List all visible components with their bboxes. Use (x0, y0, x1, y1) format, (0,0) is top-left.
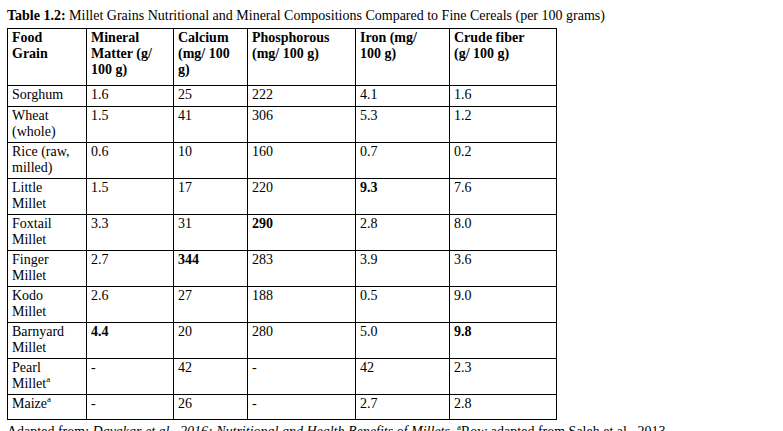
cell-mineral-matter: - (87, 395, 174, 420)
table-caption: Table 1.2: Millet Grains Nutritional and… (7, 7, 783, 24)
cell-iron: 9.3 (356, 179, 450, 215)
column-header-iron: Iron (mg/ 100 g) (356, 29, 450, 86)
source-note-prefix: Adapted from: (7, 424, 93, 431)
table-row-barnyard-millet: Barnyard Millet 4.4 20 280 5.0 9.8 (8, 323, 557, 359)
cell-crude-fiber: 2.3 (450, 359, 557, 395)
cell-mineral-matter: 2.6 (87, 287, 174, 323)
cell-food-grain: Barnyard Millet (8, 323, 87, 359)
cell-calcium: 17 (174, 179, 248, 215)
cell-iron: 3.9 (356, 251, 450, 287)
table-row-kodo-millet: Kodo Millet 2.6 27 188 0.5 9.0 (8, 287, 557, 323)
footnote-word: Row (461, 424, 487, 431)
cell-food-grain: Foxtail Millet (8, 215, 87, 251)
cell-mineral-matter: 1.5 (87, 179, 174, 215)
column-header-calcium: Calcium (mg/ 100 g) (174, 29, 248, 86)
cell-iron: 2.8 (356, 215, 450, 251)
cell-crude-fiber: 1.6 (450, 86, 557, 107)
cell-mineral-matter: - (87, 359, 174, 395)
cell-phosphorous: 222 (248, 86, 356, 107)
cell-calcium: 31 (174, 215, 248, 251)
cell-phosphorous: 290 (248, 215, 356, 251)
food-grain-text: Maize (12, 396, 47, 411)
source-note-rest: adapted from Saleh et al., 2013 (487, 424, 665, 431)
source-note: Adapted from: Dayakar et al., 2016: Nutr… (7, 423, 783, 431)
cell-crude-fiber: 3.6 (450, 251, 557, 287)
table-row-foxtail-millet: Foxtail Millet 3.3 31 290 2.8 8.0 (8, 215, 557, 251)
cell-iron: 2.7 (356, 395, 450, 420)
cell-iron: 5.0 (356, 323, 450, 359)
cell-calcium: 344 (174, 251, 248, 287)
cell-iron: 0.7 (356, 143, 450, 179)
cell-food-grain: Sorghum (8, 86, 87, 107)
cell-crude-fiber: 0.2 (450, 143, 557, 179)
table-row-pearl-millet: Pearl Milleta - 42 - 42 2.3 (8, 359, 557, 395)
cell-crude-fiber: 9.0 (450, 287, 557, 323)
cell-iron: 42 (356, 359, 450, 395)
cell-calcium: 42 (174, 359, 248, 395)
cell-phosphorous: 306 (248, 107, 356, 143)
cell-mineral-matter: 3.3 (87, 215, 174, 251)
column-header-crude-fiber: Crude fiber (g/ 100 g) (450, 29, 557, 86)
cell-calcium: 41 (174, 107, 248, 143)
footnote-marker: a (47, 395, 51, 405)
cell-food-grain: Wheat (whole) (8, 107, 87, 143)
cell-calcium: 27 (174, 287, 248, 323)
cell-phosphorous: 188 (248, 287, 356, 323)
cell-mineral-matter: 1.5 (87, 107, 174, 143)
footnote-marker: a (46, 374, 50, 384)
cell-crude-fiber: 8.0 (450, 215, 557, 251)
cell-calcium: 10 (174, 143, 248, 179)
table-row-sorghum: Sorghum 1.6 25 222 4.1 1.6 (8, 86, 557, 107)
table-caption-title: Millet Grains Nutritional and Mineral Co… (66, 8, 605, 23)
cell-food-grain: Maizea (8, 395, 87, 420)
cell-calcium: 25 (174, 86, 248, 107)
table-row-wheat: Wheat (whole) 1.5 41 306 5.3 1.2 (8, 107, 557, 143)
cell-phosphorous: 220 (248, 179, 356, 215)
cell-iron: 4.1 (356, 86, 450, 107)
cell-crude-fiber: 2.8 (450, 395, 557, 420)
cell-food-grain: Pearl Milleta (8, 359, 87, 395)
cell-mineral-matter: 4.4 (87, 323, 174, 359)
cell-food-grain: Little Millet (8, 179, 87, 215)
table-row-little-millet: Little Millet 1.5 17 220 9.3 7.6 (8, 179, 557, 215)
cell-calcium: 26 (174, 395, 248, 420)
cell-phosphorous: - (248, 395, 356, 420)
cell-crude-fiber: 1.2 (450, 107, 557, 143)
cell-food-grain: Finger Millet (8, 251, 87, 287)
table-caption-number: Table 1.2: (7, 8, 66, 23)
column-header-food-grain: Food Grain (8, 29, 87, 86)
cell-mineral-matter: 2.7 (87, 251, 174, 287)
food-grain-text: Pearl Millet (12, 360, 46, 391)
nutrition-table: Food Grain Mineral Matter (g/ 100 g) Cal… (7, 28, 557, 420)
cell-phosphorous: 160 (248, 143, 356, 179)
header-row: Food Grain Mineral Matter (g/ 100 g) Cal… (8, 29, 557, 86)
column-header-phosphorous: Phosphorous (mg/ 100 g) (248, 29, 356, 86)
cell-iron: 5.3 (356, 107, 450, 143)
cell-crude-fiber: 7.6 (450, 179, 557, 215)
footnote-text: aRow (457, 424, 487, 431)
cell-phosphorous: 280 (248, 323, 356, 359)
document-page: { "caption": { "label": "Table 1.2:", "t… (0, 0, 783, 431)
cell-mineral-matter: 1.6 (87, 86, 174, 107)
cell-food-grain: Rice (raw, milled) (8, 143, 87, 179)
cell-phosphorous: 283 (248, 251, 356, 287)
cell-crude-fiber: 9.8 (450, 323, 557, 359)
column-header-mineral-matter: Mineral Matter (g/ 100 g) (87, 29, 174, 86)
table-row-finger-millet: Finger Millet 2.7 344 283 3.9 3.6 (8, 251, 557, 287)
cell-calcium: 20 (174, 323, 248, 359)
table-row-rice: Rice (raw, milled) 0.6 10 160 0.7 0.2 (8, 143, 557, 179)
cell-mineral-matter: 0.6 (87, 143, 174, 179)
document-body: Table 1.2: Millet Grains Nutritional and… (0, 0, 783, 431)
table-row-maize: Maizea - 26 - 2.7 2.8 (8, 395, 557, 420)
source-citation: Dayakar et al., 2016: Nutritional and He… (93, 424, 457, 431)
cell-phosphorous: - (248, 359, 356, 395)
cell-iron: 0.5 (356, 287, 450, 323)
cell-food-grain: Kodo Millet (8, 287, 87, 323)
